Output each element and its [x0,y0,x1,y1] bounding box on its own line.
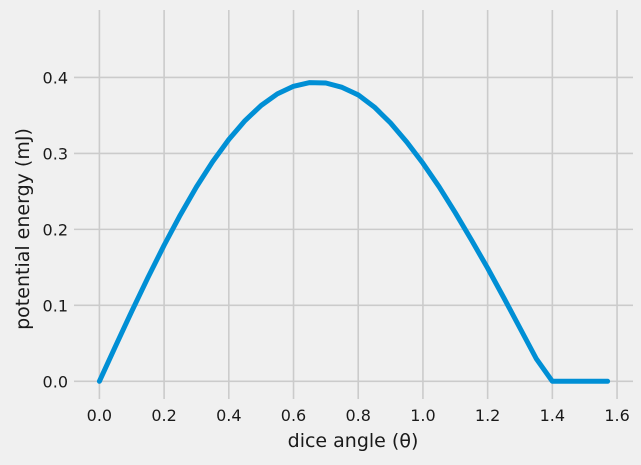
x-axis-label: dice angle (θ) [288,430,419,452]
x-tick-label: 0.8 [345,406,370,425]
series-line [96,80,611,384]
series-layer [96,80,611,384]
x-tick-label: 1.2 [475,406,500,425]
grid [74,10,633,399]
x-tick-label: 0.4 [216,406,241,425]
x-tick-label: 1.0 [410,406,435,425]
tick-labels: 0.0 0.2 0.4 0.6 0.8 1.0 1.2 1.4 1.6 0.0 0.1 0.2 0.3 0… [43,68,630,425]
x-tick-label: 1.6 [604,406,629,425]
y-axis-label: potential energy (mJ) [12,128,34,330]
x-tick-label: 0.2 [151,406,176,425]
y-tick-label: 0.3 [43,144,68,163]
y-tick-label: 0.4 [43,68,68,87]
x-tick-label: 1.4 [540,406,565,425]
x-tick-label: 0.6 [281,406,306,425]
x-tick-label: 0.0 [87,406,112,425]
y-tick-label: 0.0 [43,372,68,391]
y-tick-label: 0.2 [43,220,68,239]
y-tick-label: 0.1 [43,296,68,315]
